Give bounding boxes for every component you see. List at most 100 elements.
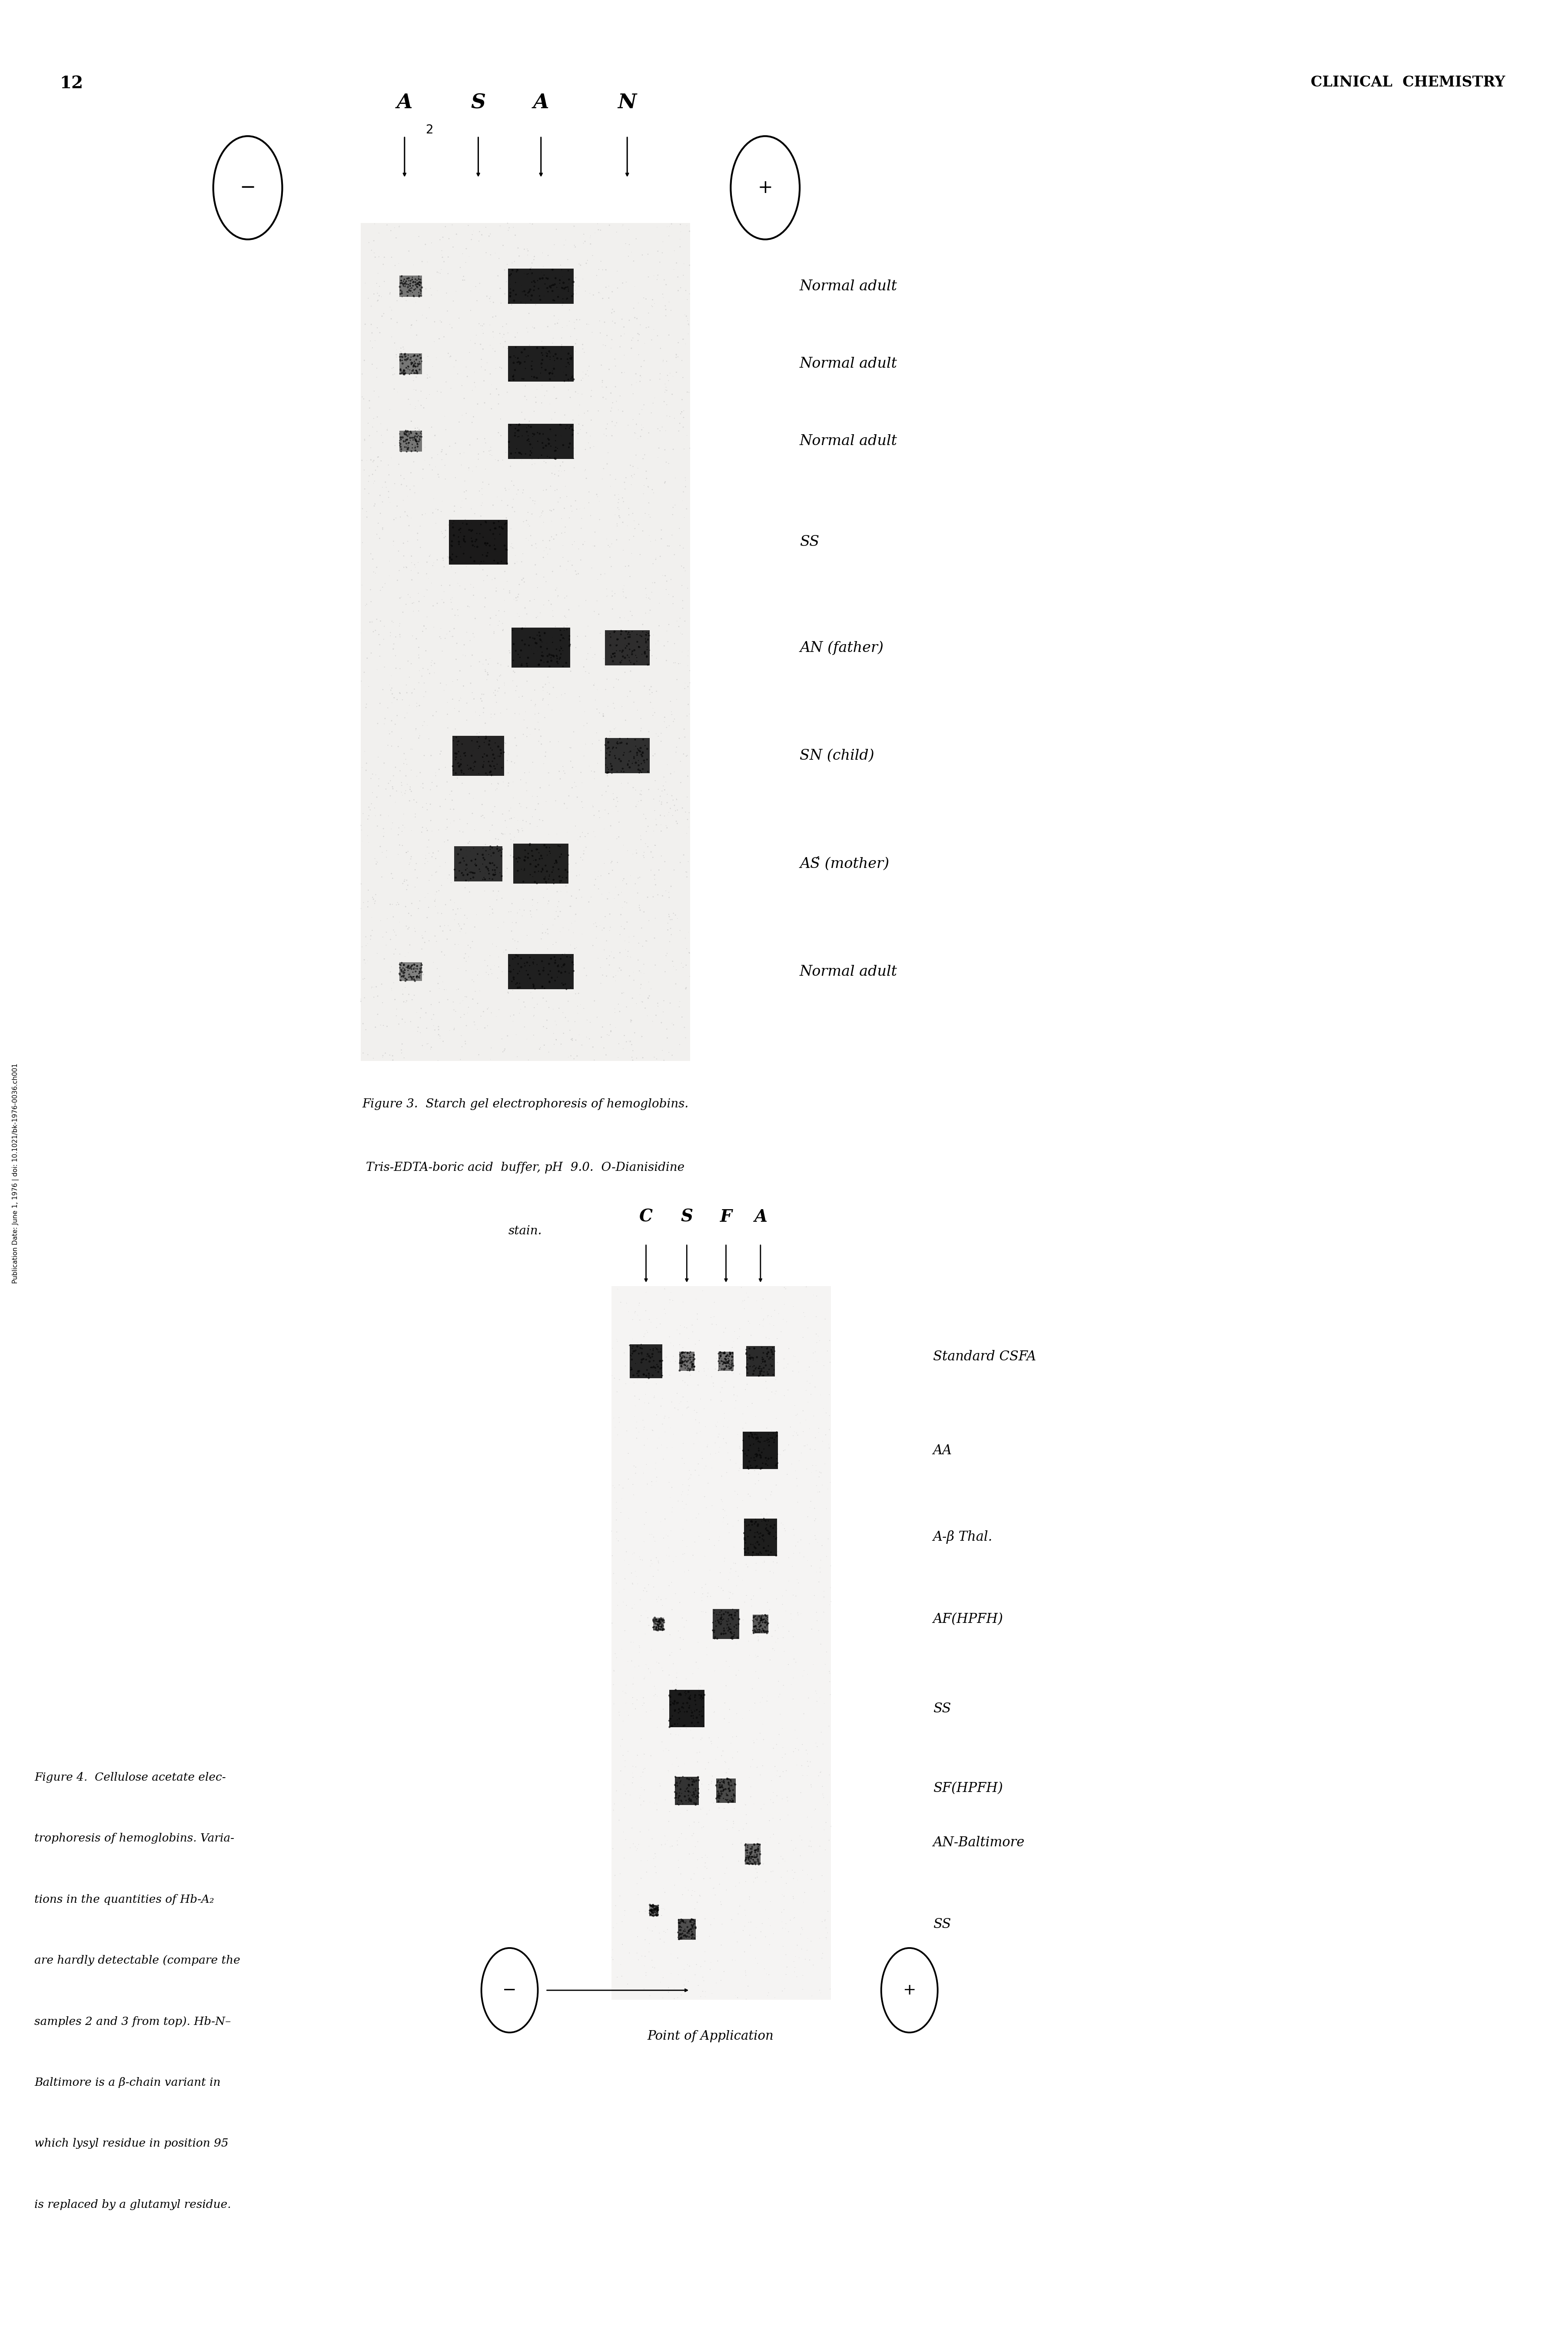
Point (408, 882, 433, 920)
Point (387, 826, 412, 864)
Point (795, 1382, 820, 1420)
Point (717, 1751, 742, 1788)
Point (618, 1002, 643, 1040)
Point (459, 723, 485, 760)
Point (735, 1387, 760, 1425)
Point (437, 338, 463, 376)
Point (527, 645, 552, 683)
Point (666, 1920, 691, 1957)
Point (408, 960, 433, 997)
Point (619, 1037, 644, 1075)
Point (676, 631, 701, 669)
Point (463, 1007, 488, 1044)
Point (591, 451, 616, 488)
Point (707, 1777, 732, 1814)
Point (750, 1502, 775, 1540)
Point (742, 1420, 767, 1457)
Point (687, 1697, 712, 1734)
Point (502, 995, 527, 1033)
Point (485, 960, 510, 997)
Point (754, 1335, 779, 1373)
Point (406, 890, 431, 927)
Point (676, 1472, 701, 1509)
Point (361, 444, 386, 481)
Point (619, 232, 644, 270)
Point (659, 695, 684, 732)
Point (372, 620, 397, 657)
Point (637, 1357, 662, 1394)
Point (635, 997, 660, 1035)
Point (521, 777, 546, 814)
Point (657, 1465, 682, 1502)
Point (608, 317, 633, 354)
Point (428, 1016, 453, 1054)
Point (486, 385, 511, 422)
Point (448, 746, 474, 784)
Point (552, 598, 577, 636)
Point (706, 1777, 731, 1814)
Point (739, 1502, 764, 1540)
Point (607, 481, 632, 519)
Point (643, 826, 668, 864)
Point (613, 1821, 638, 1859)
Point (629, 709, 654, 746)
Point (681, 1697, 706, 1734)
Point (544, 570, 569, 608)
Point (591, 415, 616, 453)
Point (412, 225, 437, 263)
Point (456, 451, 481, 488)
Point (472, 840, 497, 878)
Point (586, 871, 612, 908)
Point (530, 669, 555, 706)
Point (358, 390, 383, 427)
Point (674, 737, 699, 775)
Point (713, 1744, 739, 1781)
Point (709, 1615, 734, 1652)
Point (367, 519, 392, 556)
Point (549, 636, 574, 674)
Point (397, 272, 422, 310)
Point (709, 1770, 734, 1807)
Point (814, 1537, 839, 1575)
Point (644, 1040, 670, 1077)
Point (401, 263, 426, 300)
Point (731, 1561, 756, 1598)
Point (676, 648, 701, 685)
Point (381, 965, 406, 1002)
Point (707, 1601, 732, 1638)
Point (732, 1826, 757, 1864)
Point (767, 1328, 792, 1366)
Point (646, 1603, 671, 1641)
Point (673, 460, 698, 498)
Point (524, 892, 549, 929)
Point (495, 767, 521, 805)
Point (739, 1340, 764, 1378)
Point (574, 958, 599, 995)
Point (638, 394, 663, 432)
Point (463, 749, 488, 786)
Point (670, 1347, 695, 1385)
Point (386, 728, 411, 765)
Point (494, 545, 519, 582)
Point (721, 1802, 746, 1840)
Point (401, 420, 426, 458)
Point (428, 253, 453, 291)
Point (474, 641, 499, 678)
Point (790, 1319, 815, 1357)
Point (403, 913, 428, 951)
Point (720, 1619, 745, 1657)
Point (715, 1802, 740, 1840)
Point (739, 1338, 764, 1375)
Point (441, 502, 466, 540)
Point (403, 270, 428, 307)
Point (550, 354, 575, 392)
Point (745, 1436, 770, 1474)
Point (726, 1605, 751, 1643)
Point (671, 1690, 696, 1727)
Point (735, 1824, 760, 1861)
Point (657, 528, 682, 566)
Point (450, 366, 475, 404)
Point (409, 946, 434, 983)
Point (430, 432, 455, 469)
Point (444, 897, 469, 934)
